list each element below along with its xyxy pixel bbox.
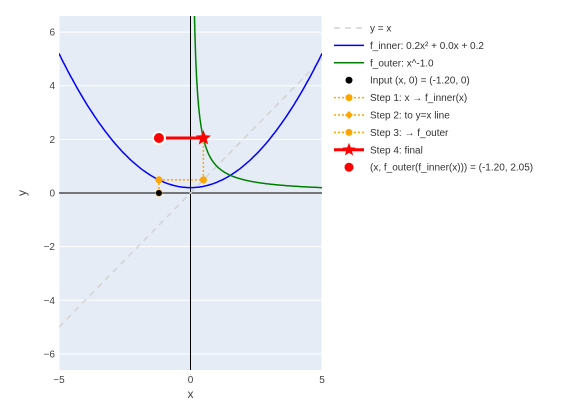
legend-label: y = x <box>370 24 391 35</box>
legend-label: Step 2: to y=x line <box>370 111 450 122</box>
legend-label: Step 4: final <box>370 145 423 156</box>
x-tick-label: −5 <box>53 375 65 386</box>
x-tick-label: 0 <box>188 375 194 386</box>
y-tick-label: 4 <box>49 81 55 92</box>
y-axis-title: y <box>15 190 29 196</box>
legend-swatch-marker <box>342 142 356 156</box>
legend-label: f_inner: 0.2x² + 0.0x + 0.2 <box>370 41 484 52</box>
result-point <box>151 131 166 146</box>
input-point <box>155 190 162 196</box>
legend-swatch-marker <box>345 94 353 102</box>
series-f-outer <box>193 16 322 189</box>
series-y-equals-x <box>59 58 322 328</box>
legend-swatch-marker <box>344 162 354 172</box>
series-f-inner <box>59 53 322 189</box>
legend-swatch-marker <box>345 76 353 84</box>
y-tick-label: −2 <box>44 242 56 253</box>
step-3-marker <box>199 176 207 184</box>
legend-label: Step 3: → f_outer <box>370 128 449 139</box>
legend-label: (x, f_outer(f_inner(x))) = (-1.20, 2.05) <box>370 163 533 174</box>
legend-swatch-marker <box>345 128 353 136</box>
x-tick-label: 5 <box>319 375 325 386</box>
legend-label: Step 1: x → f_inner(x) <box>370 93 467 104</box>
legend-label: Input (x, 0) = (-1.20, 0) <box>370 76 470 87</box>
y-tick-label: −6 <box>44 349 56 360</box>
step-2-marker <box>154 175 163 184</box>
legend-swatch-marker <box>345 111 353 119</box>
y-tick-label: 0 <box>49 189 55 200</box>
y-tick-label: 2 <box>49 135 55 146</box>
plot-series-group <box>59 16 322 328</box>
legend-label: f_outer: x^-1.0 <box>370 58 434 69</box>
x-axis-title: x <box>188 387 194 401</box>
y-tick-label: 6 <box>49 28 55 39</box>
step-4-star-marker <box>195 130 211 145</box>
y-tick-label: −4 <box>44 296 56 307</box>
